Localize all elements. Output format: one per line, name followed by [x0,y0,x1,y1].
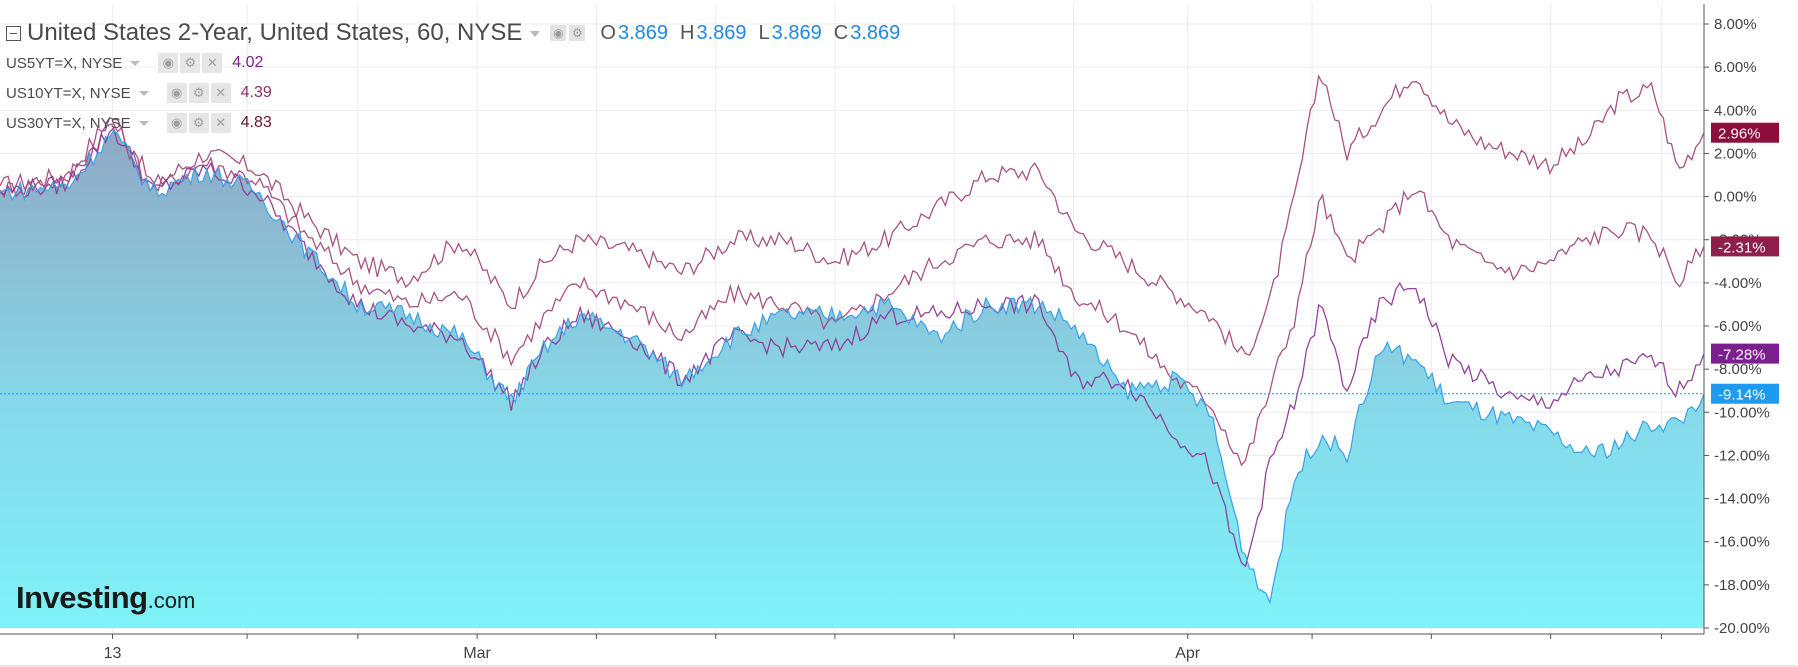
settings-gear-icon[interactable]: ⚙ [569,25,586,41]
last-value-label-text: -2.31% [1718,239,1766,256]
symbol-name[interactable]: US5YT=X, NYSE [6,54,123,72]
last-value-label-bg [1711,236,1779,257]
y-tick-label: -10.00% [1714,404,1770,421]
symbol-row-us30yt: US30YT=X, NYSE ◉ ⚙ ✕ 4.83 [6,110,272,136]
y-tick-label: -6.00% [1714,318,1762,335]
symbol-name[interactable]: US30YT=X, NYSE [6,114,131,132]
settings-gear-icon[interactable]: ⚙ [188,113,209,133]
visibility-eye-icon[interactable]: ◉ [550,25,567,41]
visibility-eye-icon[interactable]: ◉ [158,53,179,73]
logo-wordmark: Investing [16,580,148,615]
y-tick-label: 6.00% [1714,59,1757,76]
y-tick-label: -4.00% [1714,275,1762,292]
symbol-row-us10yt: US10YT=X, NYSE ◉ ⚙ ✕ 4.39 [6,80,272,106]
y-tick-label: -20.00% [1714,620,1770,637]
y-tick-label: -16.00% [1714,534,1770,551]
chevron-down-icon[interactable] [130,60,141,66]
high-value: 3.869 [696,21,747,44]
series-line[interactable] [0,126,1705,568]
remove-close-icon[interactable]: ✕ [210,113,231,133]
area-series-line[interactable] [0,129,1705,605]
comparison-lines [0,74,1705,605]
open-value: 3.869 [617,21,669,44]
chevron-down-icon[interactable] [138,90,149,96]
y-tick-label: 2.00% [1714,145,1757,162]
last-value-label: -7.28% [1711,343,1779,364]
last-value-label: 2.96% [1711,122,1779,143]
price-area [0,130,1704,628]
remove-close-icon[interactable]: ✕ [210,83,231,103]
x-tick-label: Apr [1175,645,1201,662]
last-value-label-text: 2.96% [1718,126,1761,143]
y-tick-label: 4.00% [1714,102,1757,119]
chevron-down-icon[interactable] [138,120,149,126]
y-tick-label: -8.00% [1714,361,1762,378]
low-label: L [758,21,770,44]
settings-gear-icon[interactable]: ⚙ [180,53,201,73]
high-label: H [680,21,695,44]
symbol-name[interactable]: US10YT=X, NYSE [6,84,131,102]
settings-gear-icon[interactable]: ⚙ [188,83,209,103]
main-series-legend: United States 2-Year, United States, 60,… [6,18,900,48]
last-value-label-text: -7.28% [1718,347,1766,364]
last-value-labels: 2.96% -2.31% -7.28% -9.14% [1711,122,1779,404]
x-tick-label: 13 [104,645,122,662]
last-value-label-bg [1711,343,1779,364]
collapse-legend-icon[interactable] [6,25,21,41]
investing-logo: Investing.com [16,580,195,616]
remove-close-icon[interactable]: ✕ [202,53,223,73]
y-tick-label: 8.00% [1714,16,1757,33]
series-line[interactable] [0,74,1705,356]
x-axis[interactable]: 13 Mar Apr [0,633,1798,667]
symbol-value: 4.02 [232,54,264,71]
y-tick-label: -12.00% [1714,447,1770,464]
close-label: C [833,21,849,44]
y-tick-label: 0.00% [1714,189,1757,206]
visibility-eye-icon[interactable]: ◉ [166,83,187,103]
symbol-row-us5yt: US5YT=X, NYSE ◉ ⚙ ✕ 4.02 [6,50,263,76]
last-value-label-text: -9.14% [1718,387,1766,404]
low-value: 3.869 [771,21,822,44]
close-value: 3.869 [850,21,901,44]
logo-suffix: .com [147,588,196,613]
visibility-eye-icon[interactable]: ◉ [166,113,187,133]
last-value-label: -2.31% [1711,236,1779,257]
x-tick-label: Mar [463,645,491,662]
y-tick-label: -18.00% [1714,577,1770,594]
last-value-label: -9.14% [1711,383,1779,404]
last-value-label-bg [1711,122,1779,143]
area-fill [0,130,1704,628]
symbol-value: 4.39 [240,84,272,101]
series-line[interactable] [0,123,1705,467]
open-label: O [600,21,616,44]
y-tick-label: -14.00% [1714,491,1770,508]
main-series-title[interactable]: United States 2-Year, United States, 60,… [27,19,523,46]
chevron-down-icon[interactable] [530,31,541,37]
last-value-label-bg [1711,383,1779,404]
symbol-value: 4.83 [240,114,272,131]
y-axis[interactable]: 8.00%6.00%4.00%2.00%0.00%-2.00%-4.00%-6.… [1703,4,1770,637]
